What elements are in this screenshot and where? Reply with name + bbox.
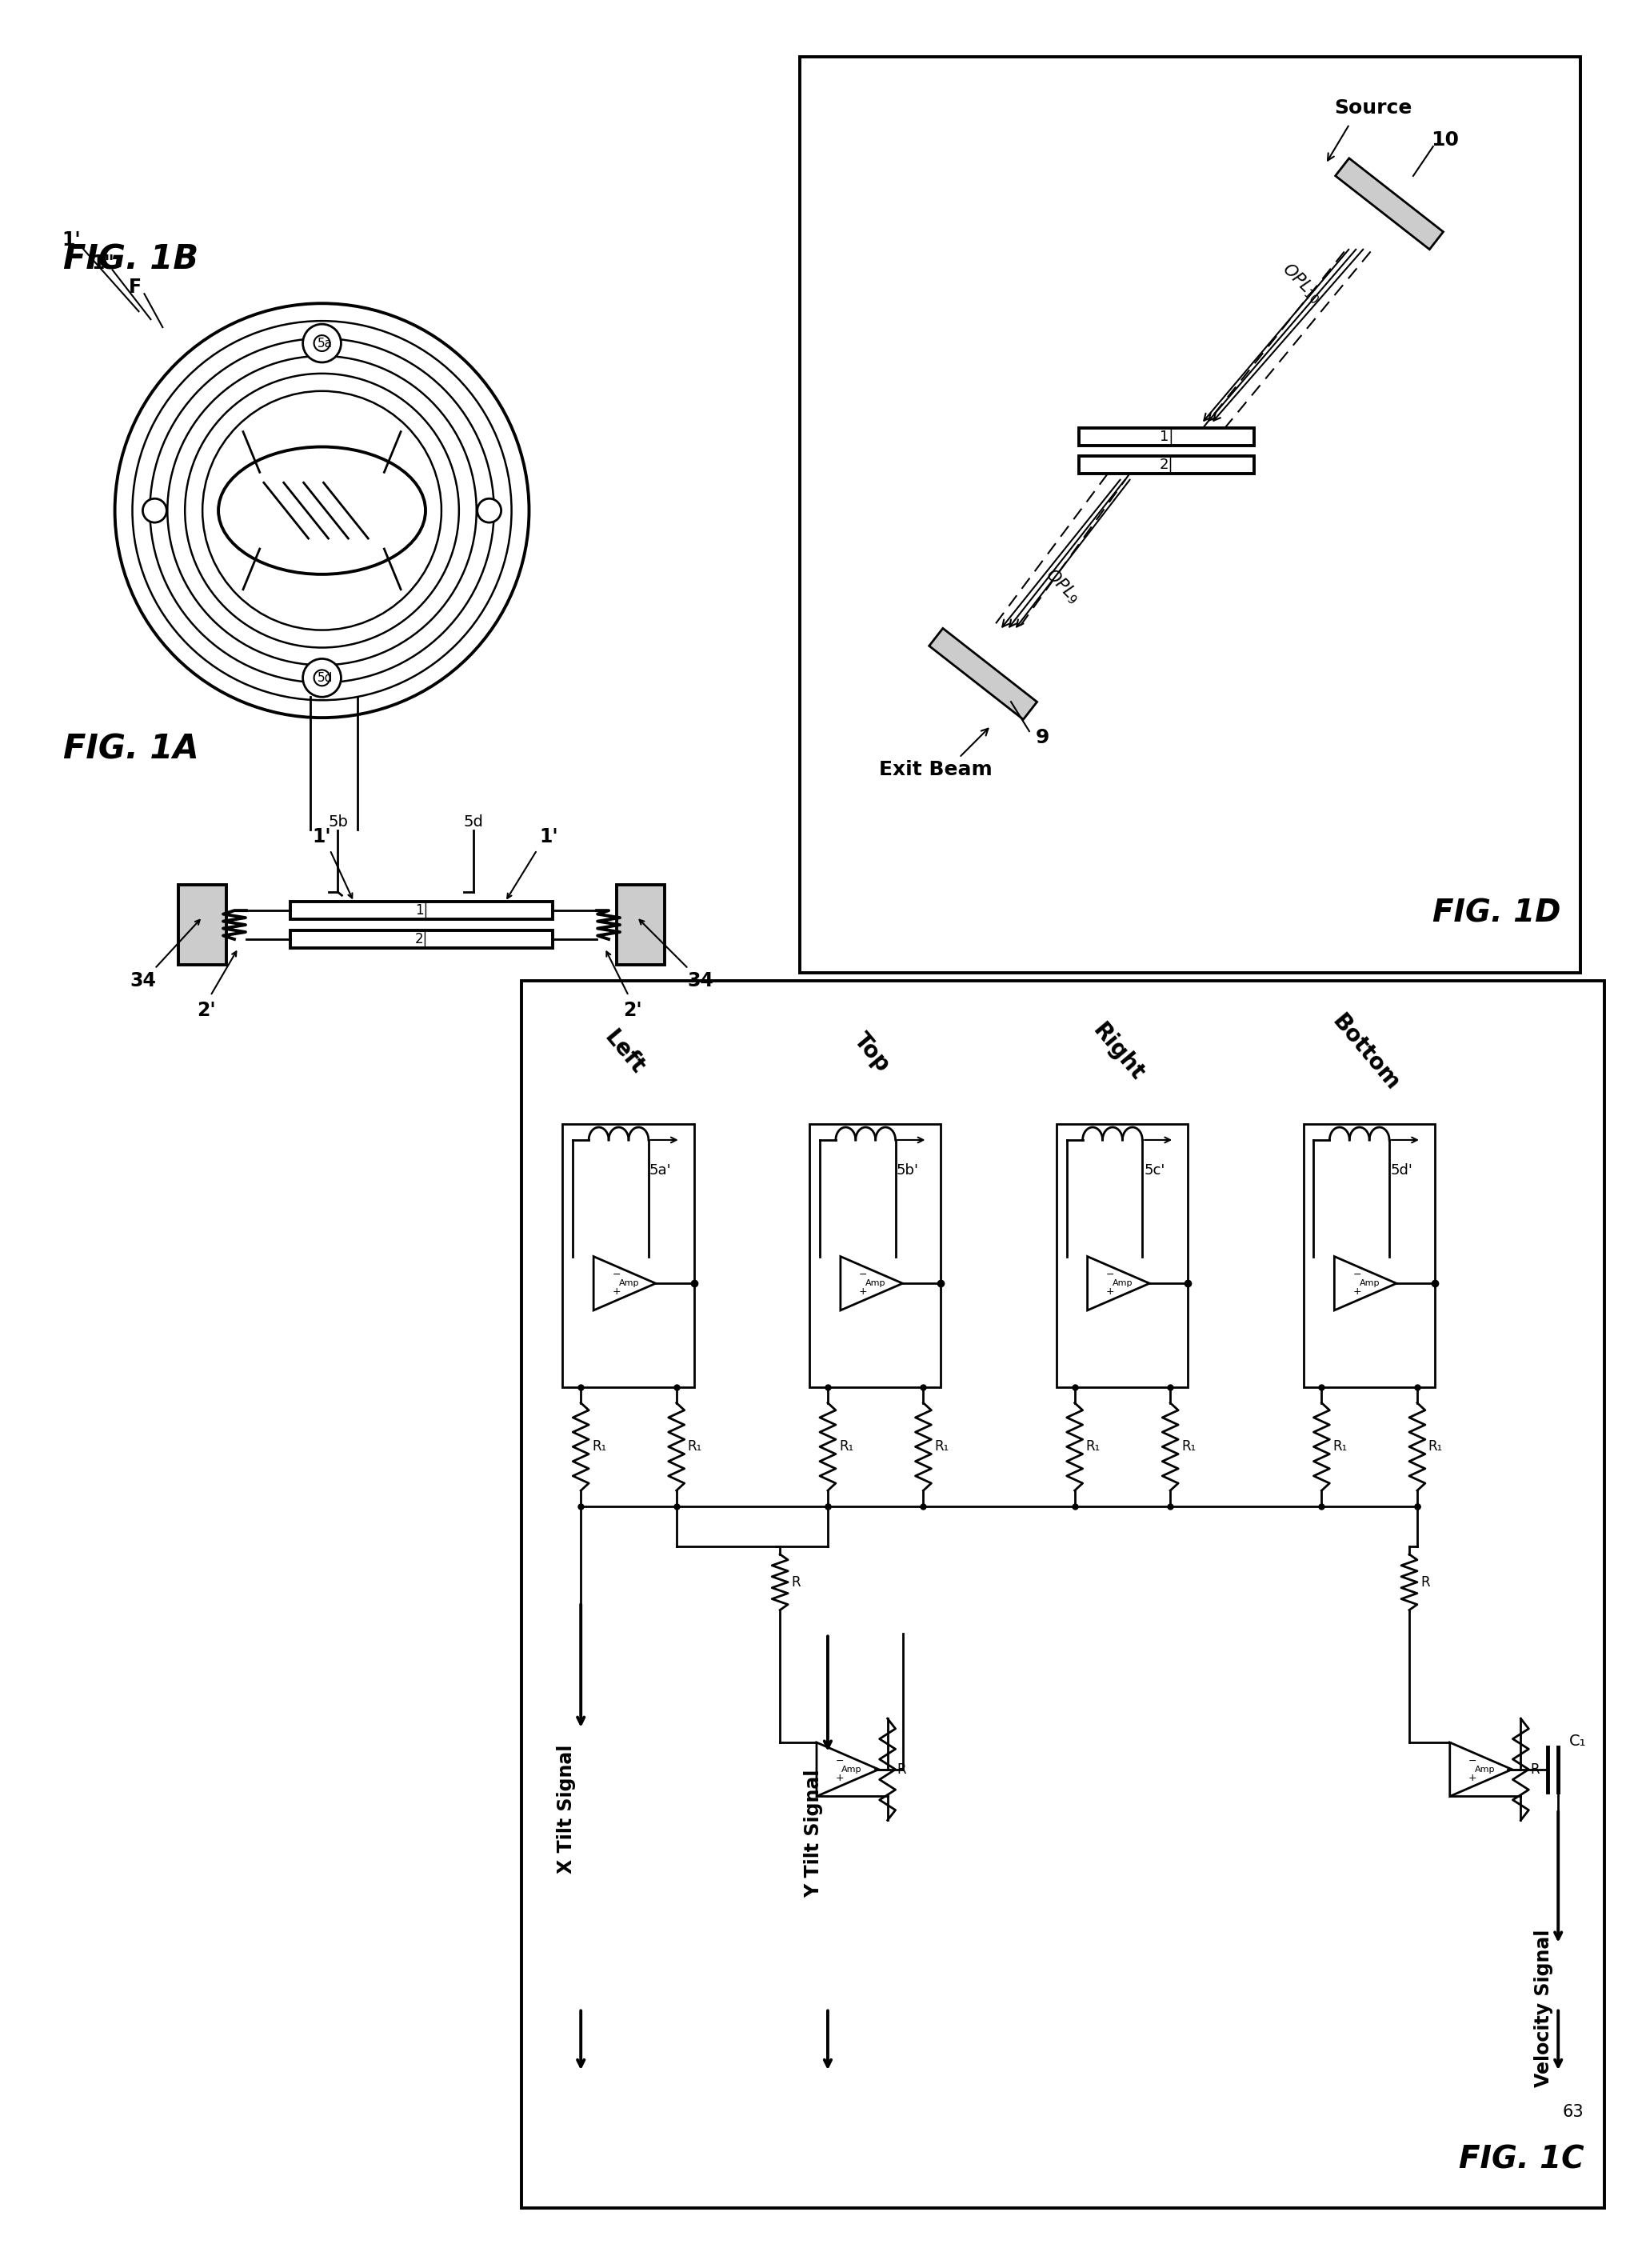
Text: Amp: Amp xyxy=(842,1765,863,1774)
Text: Bottom: Bottom xyxy=(1327,1009,1404,1095)
Polygon shape xyxy=(1335,159,1443,249)
Text: 1': 1' xyxy=(62,229,80,249)
Circle shape xyxy=(302,658,342,696)
Text: $OPL_{10}$: $OPL_{10}$ xyxy=(1278,261,1325,306)
Text: 5d': 5d' xyxy=(1391,1163,1412,1177)
Text: FIG. 1D: FIG. 1D xyxy=(1433,898,1560,928)
Bar xyxy=(521,980,1605,2207)
Text: R₁: R₁ xyxy=(1087,1440,1100,1454)
Text: Y Tilt Signal: Y Tilt Signal xyxy=(804,1769,824,1898)
Text: R: R xyxy=(791,1574,801,1590)
Text: 2': 2' xyxy=(623,1000,642,1021)
Text: 34: 34 xyxy=(688,971,714,991)
Text: R₁: R₁ xyxy=(838,1440,853,1454)
Bar xyxy=(562,1125,694,1388)
Text: Top: Top xyxy=(850,1027,894,1075)
Text: R₁: R₁ xyxy=(935,1440,949,1454)
Text: R₁: R₁ xyxy=(1428,1440,1443,1454)
Text: 1|: 1| xyxy=(1160,429,1173,445)
Text: Velocity Signal: Velocity Signal xyxy=(1534,1930,1554,2087)
Text: 2|: 2| xyxy=(415,932,428,946)
Text: $OPL_9$: $OPL_9$ xyxy=(1041,565,1083,608)
Bar xyxy=(1304,1125,1435,1388)
Text: −: − xyxy=(613,1270,621,1281)
Text: −: − xyxy=(1353,1270,1361,1281)
Text: R: R xyxy=(1531,1762,1539,1776)
Text: 1': 1' xyxy=(539,828,559,846)
Text: X Tilt Signal: X Tilt Signal xyxy=(557,1744,577,1873)
Text: Source: Source xyxy=(1335,98,1412,118)
Text: Amp: Amp xyxy=(619,1279,639,1288)
Bar xyxy=(1056,1125,1188,1388)
Text: R: R xyxy=(897,1762,907,1776)
Text: 5a: 5a xyxy=(317,338,333,349)
Text: 1|: 1| xyxy=(415,903,428,919)
Text: 5c': 5c' xyxy=(1144,1163,1165,1177)
Text: 5a': 5a' xyxy=(649,1163,672,1177)
Text: 5b': 5b' xyxy=(895,1163,918,1177)
Text: 9: 9 xyxy=(1036,728,1049,746)
Text: +: + xyxy=(835,1774,843,1783)
Text: R₁: R₁ xyxy=(1333,1440,1348,1454)
Bar xyxy=(1078,429,1253,445)
Text: Amp: Amp xyxy=(1476,1765,1495,1774)
Text: −: − xyxy=(859,1270,868,1281)
Text: 5b: 5b xyxy=(328,814,348,830)
Text: 2': 2' xyxy=(198,1000,216,1021)
Text: +: + xyxy=(613,1286,621,1297)
Text: 10: 10 xyxy=(1431,132,1459,150)
Text: R₁: R₁ xyxy=(592,1440,606,1454)
Text: 2|: 2| xyxy=(1159,458,1173,472)
Text: Left: Left xyxy=(600,1025,649,1080)
Text: 34: 34 xyxy=(129,971,155,991)
Bar xyxy=(291,930,552,948)
Circle shape xyxy=(477,499,502,522)
Text: 5d: 5d xyxy=(317,671,333,685)
Text: +: + xyxy=(1106,1286,1114,1297)
Polygon shape xyxy=(930,628,1038,719)
Text: C₁: C₁ xyxy=(1569,1735,1587,1749)
Text: +: + xyxy=(1353,1286,1361,1297)
Text: R₁: R₁ xyxy=(1181,1440,1196,1454)
Bar xyxy=(1078,456,1253,474)
Text: R: R xyxy=(1420,1574,1430,1590)
Text: FIG. 1B: FIG. 1B xyxy=(64,243,198,277)
Text: 5d: 5d xyxy=(464,814,484,830)
Text: Amp: Amp xyxy=(866,1279,886,1288)
Text: Exit Beam: Exit Beam xyxy=(879,760,992,780)
Bar xyxy=(291,903,552,919)
Bar xyxy=(801,57,1580,973)
Text: −: − xyxy=(835,1755,843,1767)
Text: −: − xyxy=(1106,1270,1114,1281)
Bar xyxy=(809,1125,941,1388)
Text: −: − xyxy=(1469,1755,1477,1767)
Bar xyxy=(178,885,227,964)
Circle shape xyxy=(302,324,342,363)
Text: 63: 63 xyxy=(1562,2105,1583,2121)
Bar xyxy=(616,885,665,964)
Text: 1': 1' xyxy=(312,828,332,846)
Text: +: + xyxy=(1469,1774,1477,1783)
Text: FIG. 1A: FIG. 1A xyxy=(64,733,199,767)
Circle shape xyxy=(142,499,167,522)
Text: Right: Right xyxy=(1088,1018,1149,1084)
Text: FIG. 1C: FIG. 1C xyxy=(1459,2146,1585,2175)
Text: Amp: Amp xyxy=(1359,1279,1379,1288)
Text: +: + xyxy=(859,1286,868,1297)
Text: 1": 1" xyxy=(92,254,114,272)
Text: Amp: Amp xyxy=(1113,1279,1132,1288)
Text: F: F xyxy=(129,279,141,297)
Text: R₁: R₁ xyxy=(688,1440,703,1454)
